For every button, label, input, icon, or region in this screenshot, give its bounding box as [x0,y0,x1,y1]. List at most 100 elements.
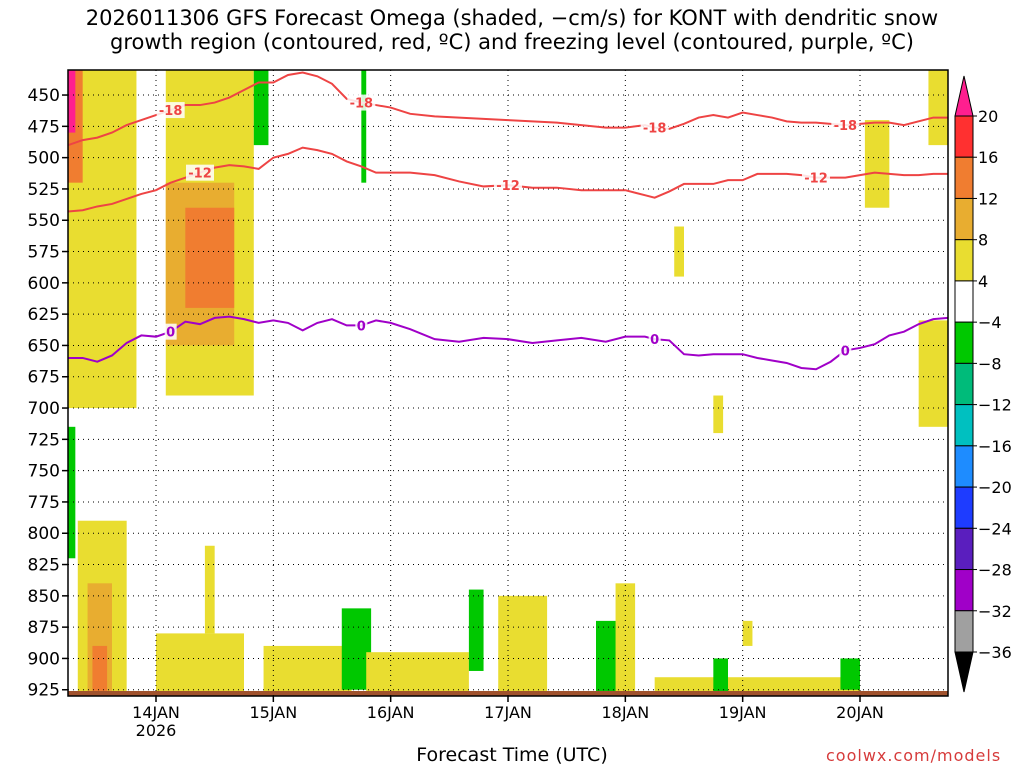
x-tick-label: 16JAN [367,703,415,722]
surface-strip [68,690,948,696]
contour-label-bg [831,117,860,134]
colorbar-label: −32 [978,602,1012,621]
contour-lines: -18 -18 -18 -18 -12 -12 -12 0 0 0 0 [68,71,948,371]
colorbar-label: −4 [978,313,1002,332]
contour-label-bg [640,119,669,136]
contour-label: -12 [188,167,212,182]
y-tick-label: 500 [28,149,60,169]
omega-region [185,207,235,308]
omega-region [498,595,548,696]
contour-line [68,315,948,371]
y-axis: 450 475 500 525 550 575 600 625 650 675 700 725 750 7… [28,86,68,701]
contour-label: -12 [804,172,828,187]
y-tick-label: 925 [28,681,60,701]
contour-label: 0 [650,333,659,348]
contour-label: 0 [841,344,850,359]
colorbar-swatch [954,197,974,241]
x-tick-label: 14JAN [132,703,180,722]
contour-label-bg [156,102,185,119]
contour-label-bg [648,331,661,348]
x-tick-label: 19JAN [719,703,767,722]
omega-region [468,589,484,671]
colorbar-swatch [954,527,974,571]
omega-region [253,70,269,146]
omega-shading [68,70,948,696]
contour-label: -18 [834,119,858,134]
colorbar-swatch [954,610,974,653]
omega-region [840,658,860,690]
omega-region [263,645,352,696]
contour-label-bg [186,164,214,181]
y-tick-label: 575 [28,243,60,263]
omega-region [674,226,684,277]
y-tick-label: 600 [28,274,60,294]
omega-region [713,395,724,434]
contour-label: 0 [357,319,366,334]
colorbar-swatch [954,569,974,612]
colorbar-label: −8 [978,354,1002,373]
colorbar-label: −20 [978,478,1012,497]
x-tick-label: 18JAN [601,703,649,722]
y-tick-label: 750 [28,462,60,482]
colorbar-label: 4 [978,272,988,291]
omega-region [864,120,890,208]
y-tick-label: 850 [28,587,60,607]
omega-region [928,70,948,146]
colorbar-swatch [954,486,974,529]
contour-label: -18 [159,104,183,119]
x-tick-label: 2026 [136,721,177,740]
chart-title: 2026011306 GFS Forecast Omega (shaded, −… [85,6,939,54]
colorbar-label: −28 [978,561,1012,580]
colorbar-label: 8 [978,231,988,250]
y-tick-label: 700 [28,399,60,419]
y-tick-label: 775 [28,493,60,513]
omega-region [918,320,948,427]
contour-label-bg [839,342,852,359]
contour-line [68,71,948,147]
omega-region [68,426,76,559]
y-tick-label: 650 [28,336,60,356]
y-tick-label: 475 [28,117,60,137]
omega-region [615,583,636,696]
colorbar-label: 20 [978,107,998,126]
contour-label-bg [347,94,376,111]
y-tick-label: 800 [28,524,60,544]
colorbar-swatch [954,280,974,323]
contour-label-bg [802,169,830,186]
colorbar-swatch [954,321,974,364]
contour-label-bg [164,323,177,340]
x-axis-label: Forecast Time (UTC) [416,744,608,766]
omega-region [366,652,469,696]
colorbar-label: −24 [978,519,1012,538]
colorbar-swatch [954,156,974,199]
x-tick-label: 17JAN [484,703,532,722]
colorbar-swatch [954,239,974,282]
omega-region [742,620,753,646]
colorbar-label: −36 [978,643,1012,662]
omega-region [156,633,244,696]
omega-region [204,545,215,634]
colorbar-label: −16 [978,437,1012,456]
credit-text: coolwx.com/models [826,746,1002,765]
y-tick-label: 900 [28,649,60,669]
omega-region [92,645,108,696]
x-tick-label: 20JAN [836,703,884,722]
contour-label: -12 [496,179,520,194]
contour-label-bg [355,317,368,334]
colorbar-bottom-arrow [954,651,974,693]
y-tick-label: 875 [28,618,60,638]
y-tick-label: 825 [28,556,60,576]
contour-label: -18 [350,97,374,112]
omega-region [713,658,728,696]
plot-grid [68,70,948,696]
colorbar-swatch [954,445,974,488]
colorbar-label: 12 [978,189,998,208]
colorbar: 20 16 12 8 4 −4 −8 −12 −16 −20 −24 −28 −32 −36 [954,75,1012,693]
omega-region [68,70,76,133]
contour-label: 0 [166,326,175,341]
y-tick-label: 525 [28,180,60,200]
colorbar-swatch [954,362,974,406]
contour-label-bg [494,177,522,194]
